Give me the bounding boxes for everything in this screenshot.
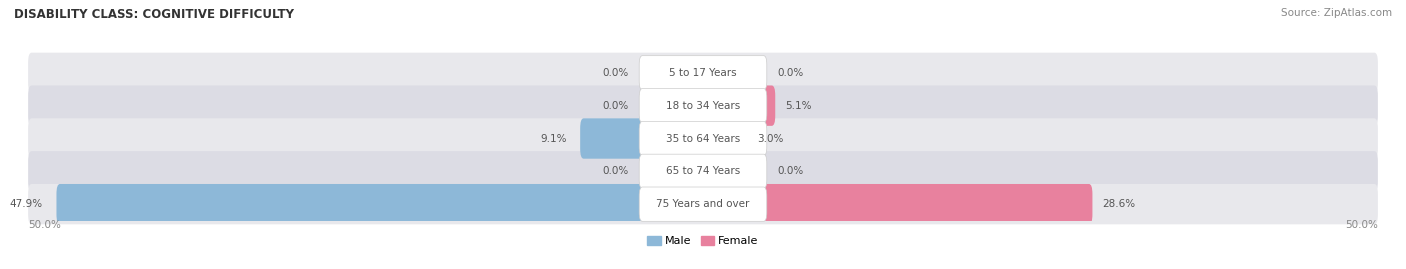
FancyBboxPatch shape <box>581 118 706 159</box>
FancyBboxPatch shape <box>700 118 747 159</box>
FancyBboxPatch shape <box>28 118 1378 159</box>
FancyBboxPatch shape <box>640 56 766 90</box>
FancyBboxPatch shape <box>696 194 703 214</box>
Text: Source: ZipAtlas.com: Source: ZipAtlas.com <box>1281 8 1392 18</box>
FancyBboxPatch shape <box>700 86 775 126</box>
FancyBboxPatch shape <box>696 95 703 116</box>
Text: 50.0%: 50.0% <box>28 220 60 230</box>
Text: 0.0%: 0.0% <box>603 166 628 176</box>
Text: 5.1%: 5.1% <box>786 101 811 111</box>
Text: 5 to 17 Years: 5 to 17 Years <box>669 68 737 78</box>
FancyBboxPatch shape <box>696 128 703 148</box>
FancyBboxPatch shape <box>28 184 1378 224</box>
Text: DISABILITY CLASS: COGNITIVE DIFFICULTY: DISABILITY CLASS: COGNITIVE DIFFICULTY <box>14 8 294 21</box>
Text: 75 Years and over: 75 Years and over <box>657 199 749 209</box>
FancyBboxPatch shape <box>28 53 1378 93</box>
FancyBboxPatch shape <box>28 151 1378 192</box>
Text: 0.0%: 0.0% <box>603 68 628 78</box>
Text: 3.0%: 3.0% <box>756 133 783 143</box>
FancyBboxPatch shape <box>640 154 766 189</box>
FancyBboxPatch shape <box>640 121 766 156</box>
Text: 65 to 74 Years: 65 to 74 Years <box>666 166 740 176</box>
FancyBboxPatch shape <box>703 128 710 148</box>
Text: 35 to 64 Years: 35 to 64 Years <box>666 133 740 143</box>
FancyBboxPatch shape <box>28 86 1378 126</box>
Text: 28.6%: 28.6% <box>1102 199 1136 209</box>
FancyBboxPatch shape <box>703 194 710 214</box>
Legend: Male, Female: Male, Female <box>647 236 759 246</box>
Text: 9.1%: 9.1% <box>540 133 567 143</box>
FancyBboxPatch shape <box>640 89 766 123</box>
Text: 47.9%: 47.9% <box>10 199 44 209</box>
FancyBboxPatch shape <box>56 184 706 224</box>
Text: 0.0%: 0.0% <box>778 68 803 78</box>
Text: 18 to 34 Years: 18 to 34 Years <box>666 101 740 111</box>
Text: 0.0%: 0.0% <box>778 166 803 176</box>
Text: 0.0%: 0.0% <box>603 101 628 111</box>
FancyBboxPatch shape <box>700 184 1092 224</box>
Text: 50.0%: 50.0% <box>1346 220 1378 230</box>
FancyBboxPatch shape <box>640 187 766 221</box>
